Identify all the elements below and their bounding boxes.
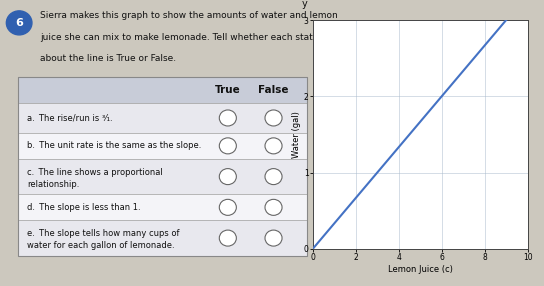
Text: e. The slope tells how many cups of: e. The slope tells how many cups of	[27, 229, 180, 238]
Circle shape	[219, 138, 236, 154]
Bar	[17, 159, 307, 194]
Bar	[17, 194, 307, 220]
Circle shape	[7, 11, 32, 35]
Circle shape	[219, 230, 236, 246]
Text: juice she can mix to make lemonade. Tell whether each statement: juice she can mix to make lemonade. Tell…	[40, 33, 343, 42]
Circle shape	[265, 230, 282, 246]
Text: y: y	[302, 0, 308, 9]
Bar	[17, 133, 307, 159]
Bar	[17, 220, 307, 256]
Text: c. The line shows a proportional: c. The line shows a proportional	[27, 168, 163, 177]
Text: Sierra makes this graph to show the amounts of water and lemon: Sierra makes this graph to show the amou…	[40, 11, 338, 20]
Bar	[17, 103, 307, 133]
Circle shape	[265, 138, 282, 154]
Text: a. The rise/run is ³⁄₁.: a. The rise/run is ³⁄₁.	[27, 114, 113, 122]
Bar	[17, 77, 307, 103]
Text: relationship.: relationship.	[27, 180, 79, 189]
Circle shape	[219, 199, 236, 215]
Circle shape	[265, 110, 282, 126]
Circle shape	[219, 168, 236, 185]
Text: about the line is True or False.: about the line is True or False.	[40, 54, 177, 63]
Bar	[17, 77, 307, 256]
Text: water for each gallon of lemonade.: water for each gallon of lemonade.	[27, 241, 175, 251]
Text: b. The unit rate is the same as the slope.: b. The unit rate is the same as the slop…	[27, 141, 201, 150]
Text: d. The slope is less than 1.: d. The slope is less than 1.	[27, 203, 140, 212]
X-axis label: Lemon Juice (c): Lemon Juice (c)	[388, 265, 453, 274]
Circle shape	[265, 199, 282, 215]
Circle shape	[265, 168, 282, 185]
Text: True: True	[215, 85, 240, 95]
Text: 6: 6	[15, 18, 23, 28]
Y-axis label: Water (gal): Water (gal)	[292, 111, 301, 158]
Text: False: False	[258, 85, 289, 95]
Circle shape	[219, 110, 236, 126]
